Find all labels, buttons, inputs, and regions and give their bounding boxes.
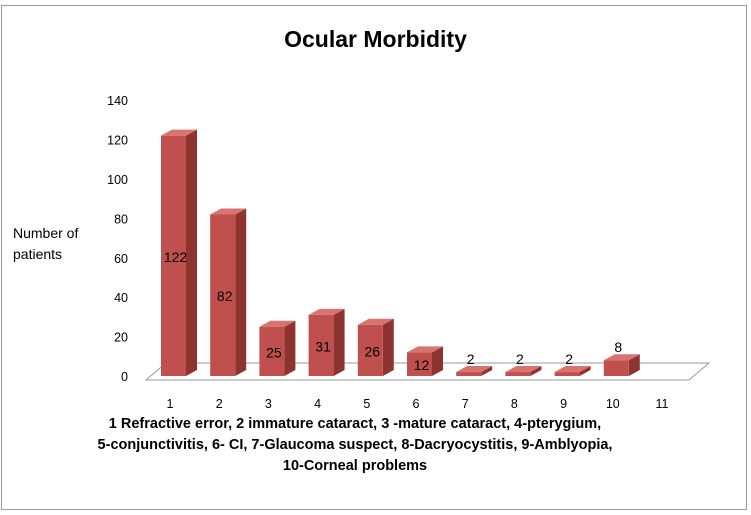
data-label: 31: [315, 338, 331, 354]
x-tick-label: 7: [462, 397, 469, 411]
bar-side: [333, 308, 345, 376]
caption-line-3: 10-Corneal problems: [282, 458, 428, 474]
bar-front: [308, 314, 334, 376]
bar-front: [210, 214, 236, 376]
bar-top: [308, 308, 345, 315]
bar-front: [603, 360, 629, 376]
bar-side: [284, 320, 296, 376]
chart-title: Ocular Morbidity: [284, 26, 467, 52]
bar-side: [579, 366, 591, 376]
bar-front: [554, 372, 580, 376]
data-label: 8: [614, 339, 622, 355]
bar-8: [505, 366, 542, 376]
bar-side: [481, 366, 493, 376]
bar-front: [407, 352, 432, 376]
bar-top: [603, 354, 640, 361]
bar-5: [357, 318, 394, 376]
data-label: 26: [365, 343, 381, 359]
data-label: 122: [164, 249, 188, 265]
x-tick-label: 9: [560, 397, 567, 411]
caption-line-1: 1 Refractive error, 2 immature cataract,…: [108, 416, 602, 432]
bar-front: [456, 372, 482, 376]
x-tick-label: 4: [314, 397, 321, 411]
bar-top: [554, 366, 591, 373]
x-tick-label: 2: [216, 397, 223, 411]
bar-side: [432, 346, 443, 376]
bar-10: [603, 354, 640, 376]
bar-side: [186, 129, 197, 376]
bar-2: [210, 208, 247, 376]
x-tick-labels: 1 2 3 4 5 6 7 8 9 10 11: [167, 397, 669, 411]
bar-7: [456, 366, 493, 376]
bar-top: [259, 320, 296, 327]
bar-side: [530, 366, 542, 376]
data-label: 2: [467, 351, 475, 367]
bar-4: [308, 308, 345, 376]
x-tick-label: 5: [363, 397, 370, 411]
bar-side: [235, 208, 247, 376]
y-tick-label: 120: [107, 134, 128, 148]
x-tick-label: 8: [511, 397, 518, 411]
data-label: 25: [266, 344, 282, 360]
bar-side: [628, 354, 640, 376]
bar-front: [505, 372, 531, 376]
x-tick-label: 1: [167, 397, 174, 411]
bar-front: [259, 326, 285, 376]
category-legend-caption: 1 Refractive error, 2 immature cataract,…: [40, 414, 670, 477]
caption-line-2: 5-conjunctivitis, 6- CI, 7-Glaucoma susp…: [97, 437, 613, 453]
bar-top: [456, 366, 493, 373]
bar-top: [357, 318, 394, 325]
bar-3: [259, 320, 296, 376]
data-label: 2: [565, 351, 573, 367]
chart-frame: [1, 5, 747, 510]
bar-top: [505, 366, 542, 373]
x-tick-label: 10: [606, 397, 620, 411]
y-tick-labels: 0 20 40 60 80 100 120 140: [107, 94, 128, 384]
bar-front: [357, 324, 383, 376]
x-tick-label: 3: [265, 397, 272, 411]
bar-side: [382, 318, 394, 376]
y-tick-label: 20: [114, 331, 128, 345]
y-tick-label: 140: [107, 94, 128, 108]
y-tick-label: 100: [107, 173, 128, 187]
bar-top: [161, 129, 197, 136]
data-label: 12: [414, 357, 430, 373]
y-tick-label: 60: [114, 252, 128, 266]
y-tick-label: 0: [121, 370, 128, 384]
y-axis-label: Number of patients: [13, 225, 79, 262]
y-tick-label: 80: [114, 212, 128, 226]
bar-top: [210, 208, 247, 215]
bar-6: [407, 346, 443, 376]
bar-9: [554, 366, 591, 376]
bar-top: [407, 346, 443, 353]
bar-1: [161, 129, 197, 376]
data-label: 82: [217, 288, 233, 304]
bar-front: [161, 135, 186, 376]
x-tick-label: 11: [656, 397, 669, 411]
bars: [161, 129, 640, 376]
y-tick-label: 40: [114, 291, 128, 305]
x-tick-label: 6: [413, 397, 420, 411]
data-label: 2: [516, 351, 524, 367]
